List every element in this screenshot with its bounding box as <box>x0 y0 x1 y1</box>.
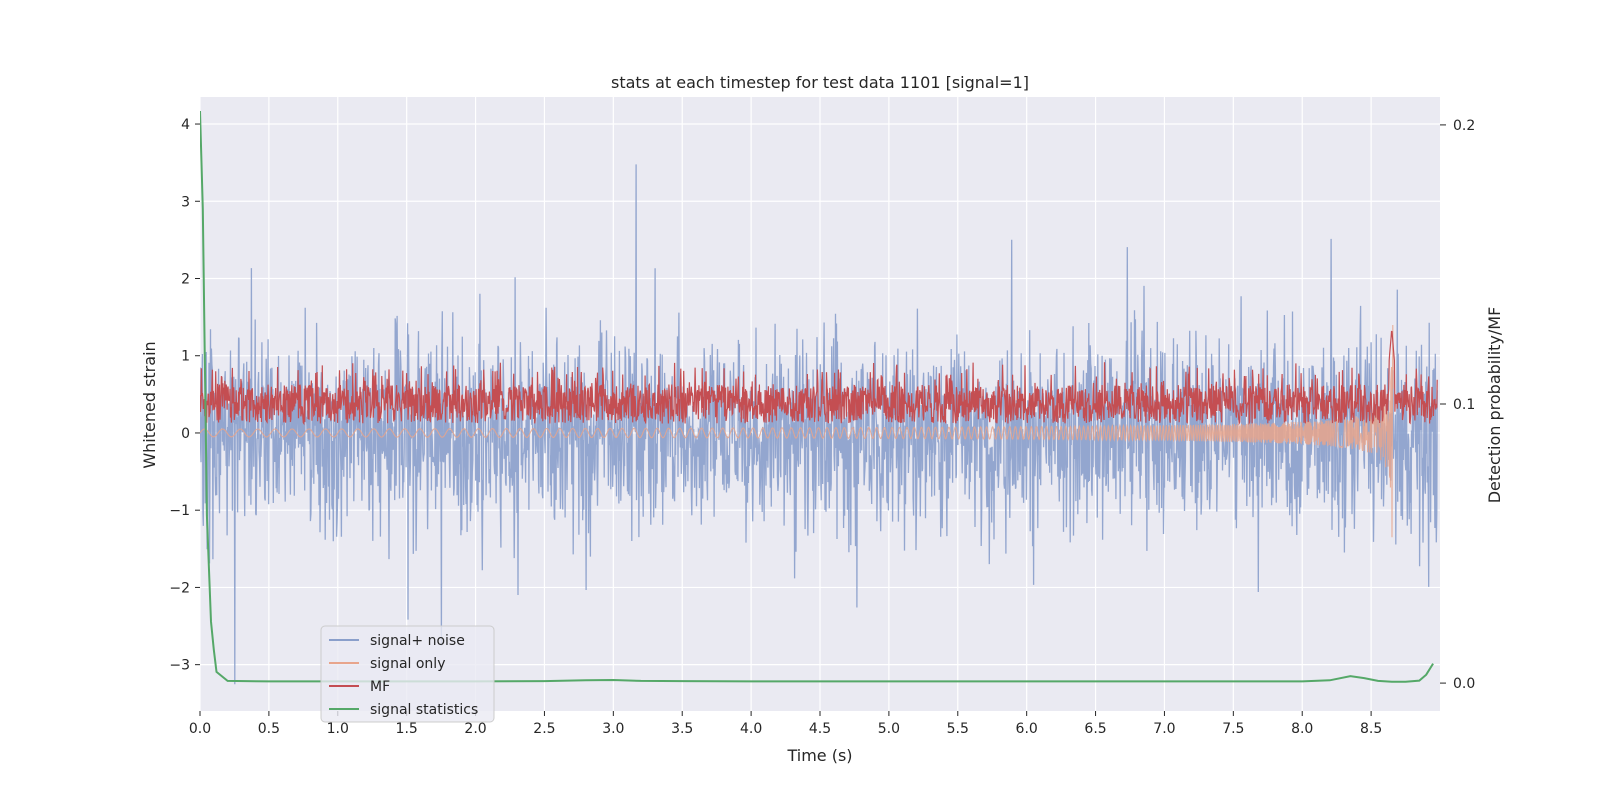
y-tick-label: −3 <box>169 658 190 674</box>
y-axis-right: 0.0 0.1 0.2 <box>1440 118 1475 692</box>
legend: signal+ noise signal only MF signal stat… <box>320 625 495 723</box>
y-tick-right-label: 0.1 <box>1453 397 1475 413</box>
legend-label-signal-statistics: signal statistics <box>370 702 478 718</box>
y-tick-label: 2 <box>181 271 190 287</box>
x-tick-label: 8.0 <box>1291 721 1313 737</box>
x-tick-label: 3.5 <box>671 721 693 737</box>
x-tick-label: 4.0 <box>740 721 762 737</box>
x-tick-label: 3.0 <box>602 721 624 737</box>
legend-box <box>320 625 495 723</box>
legend-label-signal-only: signal only <box>370 656 445 672</box>
y-tick-label: 1 <box>181 349 190 365</box>
x-tick-label: 5.0 <box>878 721 900 737</box>
x-tick-label: 5.5 <box>947 721 969 737</box>
y-tick-label: 3 <box>181 194 190 210</box>
y-axis-title: Whitened strain <box>140 341 159 468</box>
y-tick-right-label: 0.0 <box>1453 676 1475 692</box>
y-tick-label: 0 <box>181 426 190 442</box>
series-signal-only <box>200 324 1394 538</box>
y-axis-right-title: Detection probability/MF <box>1485 307 1504 504</box>
y-tick-label: −2 <box>169 580 190 596</box>
x-tick-label: 7.5 <box>1222 721 1244 737</box>
x-tick-label: 4.5 <box>809 721 831 737</box>
x-tick-label: 0.5 <box>258 721 280 737</box>
y-axis-left: −3 −2 −1 0 1 2 3 4 <box>169 117 200 674</box>
legend-label-signal-noise: signal+ noise <box>370 633 465 649</box>
x-tick-label: 2.5 <box>533 721 555 737</box>
legend-label-mf: MF <box>370 679 390 695</box>
y-tick-right-label: 0.2 <box>1453 118 1475 134</box>
x-tick-label: 0.0 <box>189 721 211 737</box>
x-tick-label: 6.5 <box>1084 721 1106 737</box>
series-layer <box>200 110 1438 685</box>
x-tick-label: 1.0 <box>327 721 349 737</box>
series-mf <box>200 330 1438 426</box>
y-tick-label: 4 <box>181 117 190 133</box>
y-tick-label: −1 <box>169 503 190 519</box>
x-tick-label: 1.5 <box>396 721 418 737</box>
x-axis: 0.0 0.5 1.0 1.5 2.0 2.5 3.0 3.5 4.0 4.5 5.0 5.5 6.0 6… <box>189 711 1382 737</box>
chart-title: stats at each timestep for test data 110… <box>611 73 1029 92</box>
x-axis-title: Time (s) <box>786 746 852 765</box>
series-signal-statistics <box>200 110 1434 683</box>
x-tick-label: 2.0 <box>464 721 486 737</box>
x-tick-label: 6.0 <box>1016 721 1038 737</box>
x-tick-label: 7.0 <box>1153 721 1175 737</box>
x-tick-label: 8.5 <box>1360 721 1382 737</box>
